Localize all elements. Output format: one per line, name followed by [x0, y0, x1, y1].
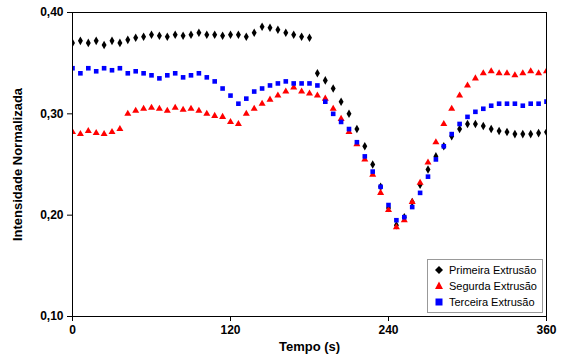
html-text:Primeira Extrusão: Primeira Extrusão — [448, 264, 537, 276]
svg-text:0: 0 — [69, 323, 76, 337]
svg-text:0,30: 0,30 — [40, 107, 64, 121]
svg-text:360: 360 — [536, 323, 556, 337]
svg-text:120: 120 — [220, 323, 240, 337]
html-text:Segurda Extrusão: Segurda Extrusão — [448, 280, 537, 292]
svg-text:0,20: 0,20 — [40, 208, 64, 222]
svg-text:240: 240 — [378, 323, 398, 337]
svg-text:0,10: 0,10 — [40, 309, 64, 323]
svg-text:Intensidade Normalizada: Intensidade Normalizada — [10, 87, 25, 241]
html-text:Terceira Extrusão: Terceira Extrusão — [448, 296, 535, 308]
svg-text:0,40: 0,40 — [40, 5, 64, 19]
svg-text:Tempo (s): Tempo (s) — [279, 339, 340, 354]
